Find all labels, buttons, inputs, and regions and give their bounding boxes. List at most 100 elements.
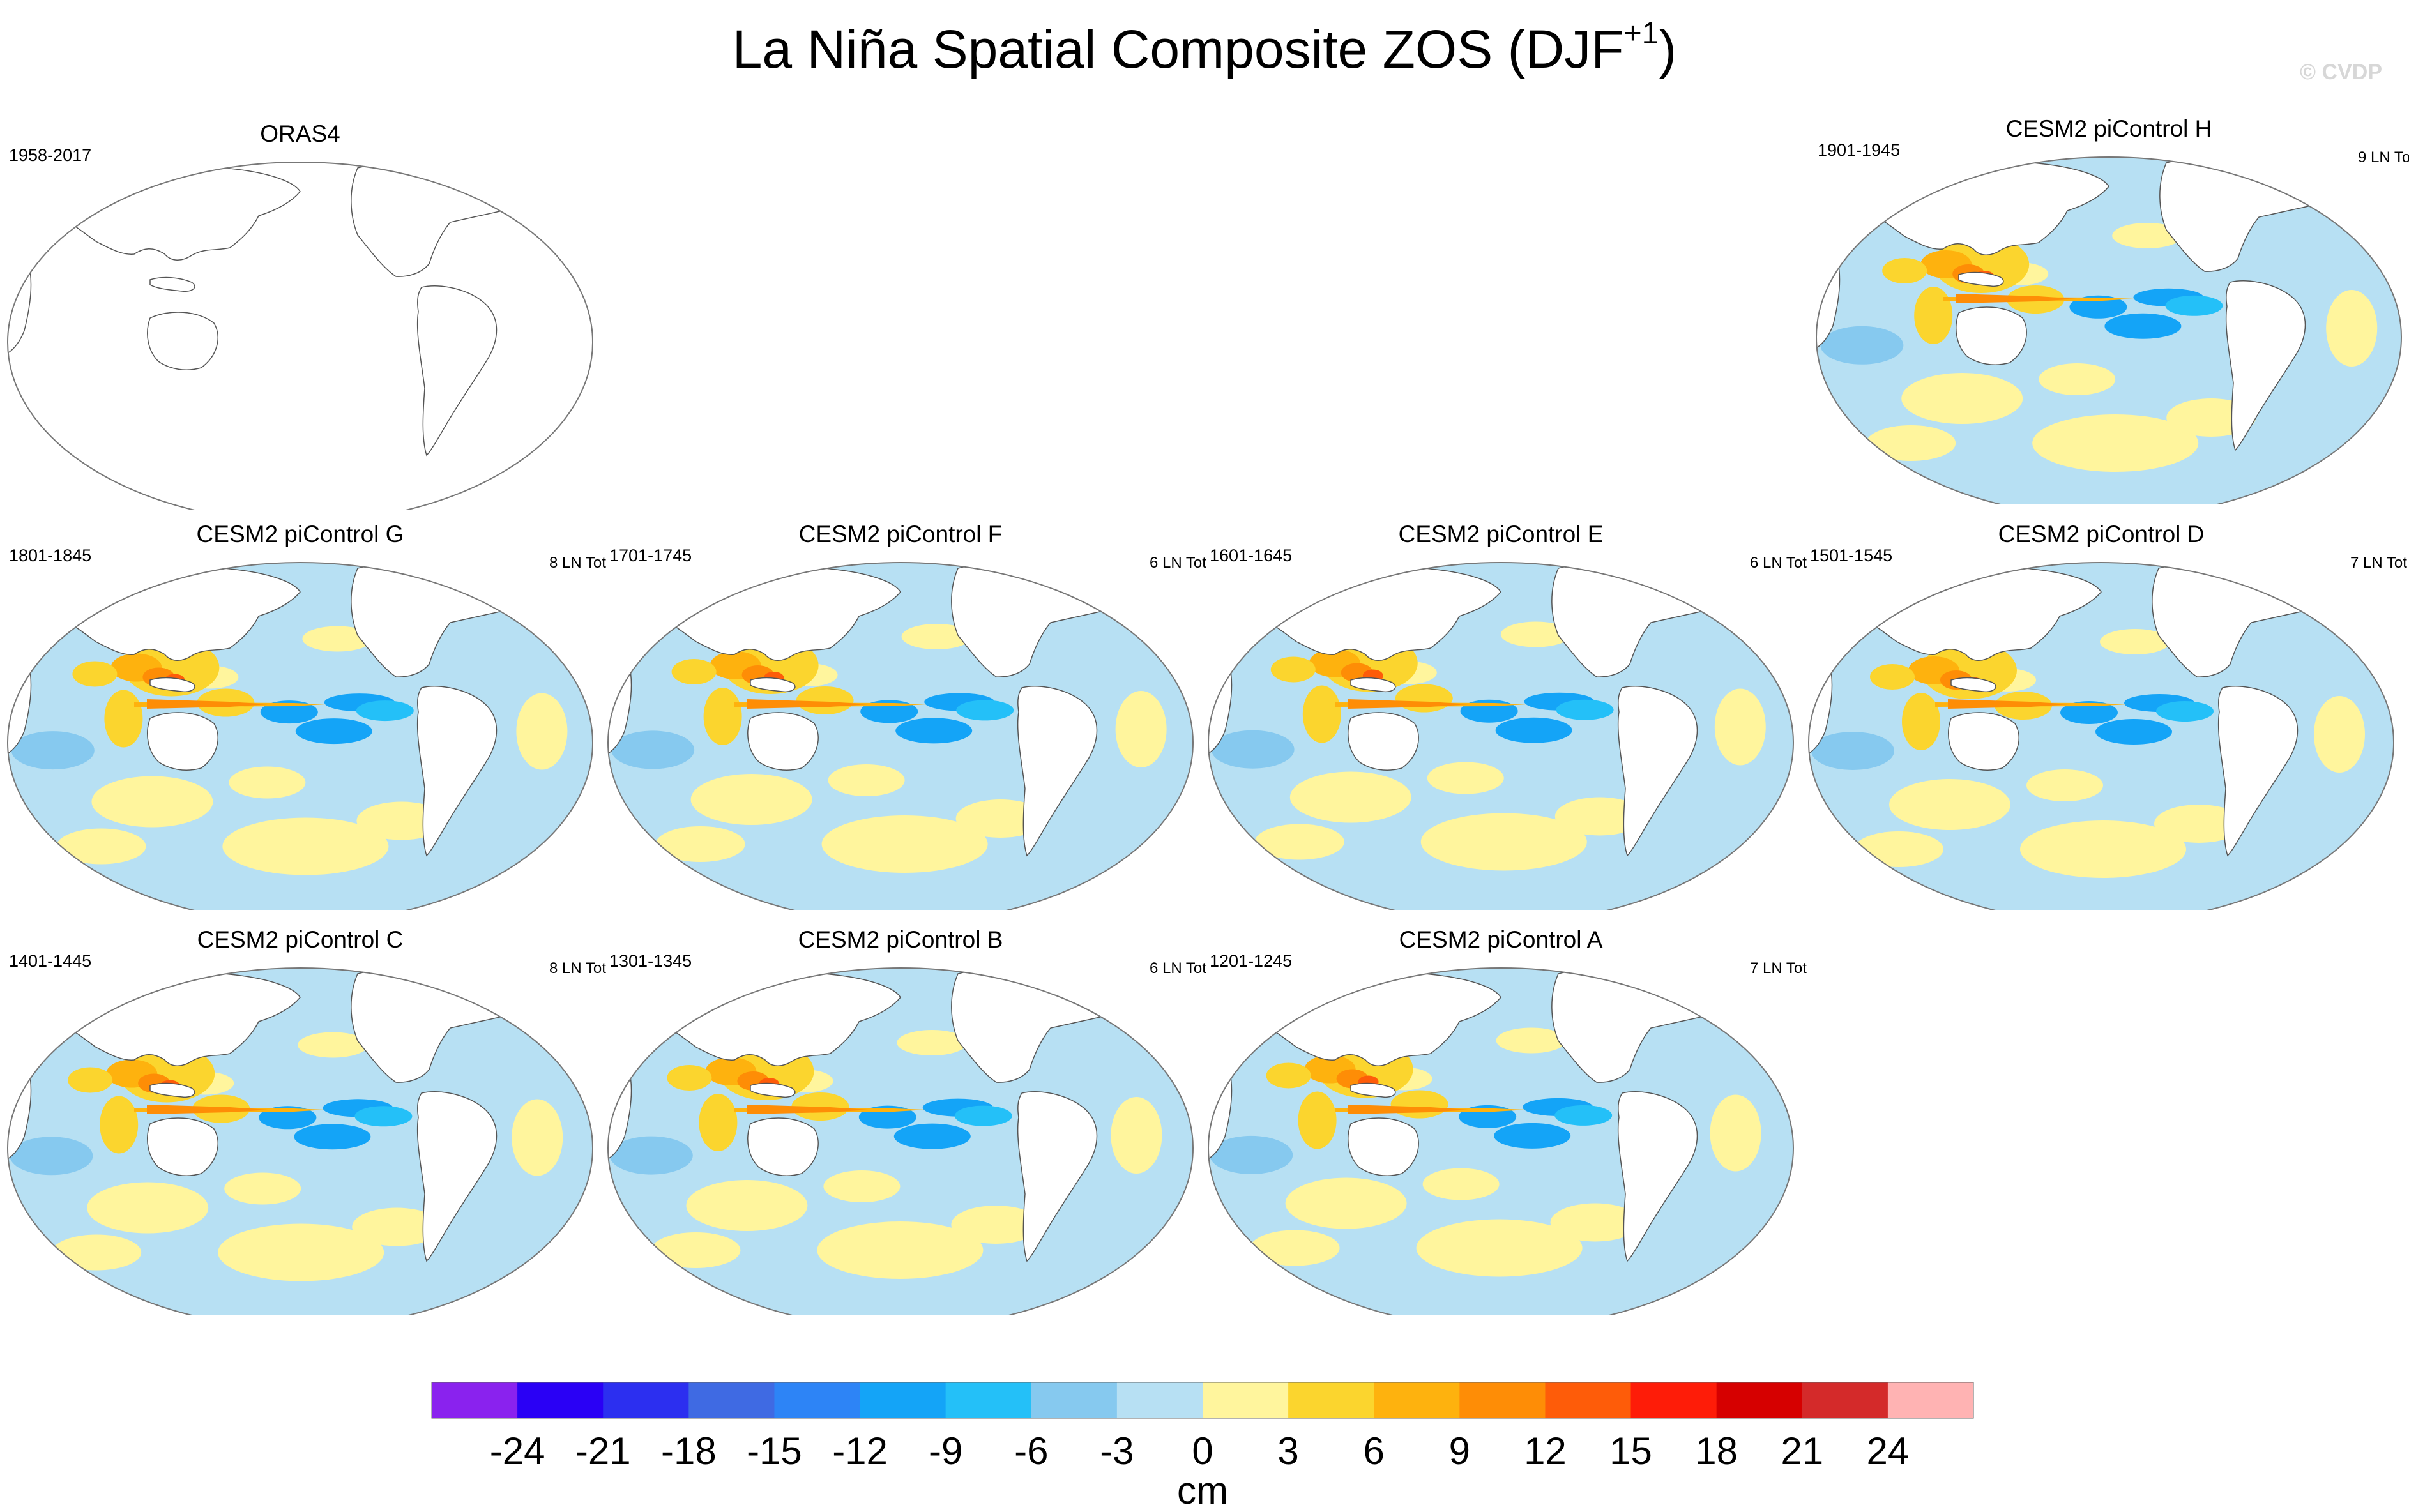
indonesia-landmass [1950, 677, 1996, 693]
positive-anomaly-region [87, 1182, 209, 1234]
australia-landmass [1348, 1117, 1419, 1176]
map-panel: CESM2 piControl D 1501-1545 7 LN Tot [1801, 520, 2407, 910]
positive-anomaly-region [703, 688, 742, 745]
map-outline [1808, 562, 2394, 910]
panel-title: CESM2 piControl H [2005, 116, 2212, 142]
positive-anomaly-region [229, 766, 306, 799]
positive-anomaly-region [2100, 629, 2170, 654]
positive-anomaly-region [1870, 664, 1915, 690]
positive-anomaly-region [747, 1105, 869, 1114]
positive-anomaly-region [147, 699, 268, 709]
positive-anomaly-region [91, 776, 213, 828]
positive-anomaly-region [1882, 258, 1927, 284]
positive-anomaly-region [955, 799, 1045, 838]
negative-anomaly-region [893, 1123, 971, 1149]
robinson-map [1208, 562, 1794, 910]
colorbar-tick-label: 3 [1277, 1430, 1298, 1472]
negative-anomaly-region [2095, 719, 2172, 745]
positive-anomaly-region [1714, 688, 1766, 766]
positive-anomaly-region [690, 774, 812, 825]
colorbar-bin [860, 1382, 946, 1418]
positive-anomaly-region [1348, 699, 1469, 709]
colorbar-tick-label: -21 [575, 1430, 631, 1472]
positive-anomaly-region [516, 693, 568, 770]
negative-anomaly-region [1820, 326, 1904, 365]
positive-anomaly-region [828, 764, 905, 796]
positive-anomaly-region [655, 826, 745, 862]
positive-anomaly-region [2326, 290, 2378, 367]
colorbar-bin [1630, 1382, 1717, 1418]
panel-years: 1201-1245 [1210, 951, 1293, 971]
positive-anomaly-region [1285, 1177, 1407, 1229]
negative-anomaly-region [11, 731, 95, 770]
south-america-landmass [416, 285, 498, 457]
panel-years: 1901-1945 [1818, 140, 1901, 160]
indonesia-landmass [1958, 271, 2004, 287]
positive-anomaly-region [512, 1099, 563, 1176]
positive-anomaly-region [791, 1092, 849, 1121]
australia-landmass [147, 712, 218, 771]
map-outline [7, 162, 593, 510]
panel-ln-total: 8 LN Tot [549, 554, 606, 571]
australia-landmass [1956, 306, 2027, 365]
positive-anomaly-region [1254, 824, 1344, 860]
positive-anomaly-region [1427, 762, 1504, 794]
positive-anomaly-region [1948, 699, 2069, 709]
robinson-map [7, 162, 593, 510]
positive-anomaly-region [72, 661, 118, 687]
colorbar-tick-label: -3 [1100, 1430, 1134, 1472]
positive-anomaly-region [1416, 1219, 1583, 1277]
panel-title: CESM2 piControl D [1998, 521, 2205, 547]
robinson-map [607, 967, 1194, 1315]
positive-anomaly-region [352, 1207, 442, 1246]
panel-title: CESM2 piControl B [798, 926, 1003, 953]
panel-ln-total: 9 LN Tot [2358, 149, 2409, 166]
indonesia-landmass [149, 1082, 195, 1098]
negative-anomaly-region [2104, 313, 2182, 339]
map-panel: ORAS4 1958-2017 [0, 120, 600, 510]
panel-ln-total: 6 LN Tot [1750, 554, 1807, 571]
colorbar-tick-label: 21 [1781, 1430, 1823, 1472]
positive-anomaly-region [1956, 294, 2077, 303]
negative-anomaly-region [1811, 732, 1894, 770]
colorbar-bin [1116, 1382, 1203, 1418]
south-america-landmass [1617, 686, 1698, 857]
map-panel: CESM2 piControl G 1801-1845 8 LN Tot [0, 520, 606, 910]
negative-anomaly-region [1495, 717, 1572, 743]
negative-anomaly-region [2060, 701, 2118, 724]
map-outline [1208, 562, 1794, 910]
australia-landmass [147, 1117, 218, 1176]
positive-anomaly-region [52, 1234, 142, 1271]
robinson-map [7, 562, 593, 910]
positive-anomaly-region [298, 1032, 369, 1058]
panel-ln-total: 7 LN Tot [1750, 960, 1807, 977]
panel-years: 1601-1645 [1210, 546, 1293, 565]
map-panel: CESM2 piControl B 1301-1345 6 LN Tot [600, 926, 1206, 1315]
map-outline [607, 967, 1194, 1315]
positive-anomaly-region [1496, 1027, 1567, 1054]
negative-anomaly-region [2156, 701, 2214, 722]
colorbar-tick-label: -18 [661, 1430, 717, 1472]
positive-anomaly-region [218, 1223, 384, 1281]
positive-anomaly-region [2026, 769, 2103, 801]
positive-anomaly-region [1420, 813, 1587, 871]
negative-anomaly-region [611, 730, 695, 769]
colorbar-bin [1716, 1382, 1803, 1418]
colorbar-tick-label: 6 [1364, 1430, 1385, 1472]
positive-anomaly-region [56, 828, 146, 865]
colorbar-bin [432, 1382, 518, 1418]
positive-anomaly-region [1901, 373, 2023, 424]
australia-landmass [1948, 712, 2019, 771]
positive-anomaly-region [901, 624, 972, 649]
robinson-map [7, 967, 593, 1315]
negative-anomaly-region [294, 1124, 371, 1150]
south-america-landmass [2225, 280, 2306, 451]
map-panel: CESM2 piControl A 1201-1245 7 LN Tot [1201, 926, 1807, 1315]
south-america-landmass [2217, 686, 2299, 857]
positive-anomaly-region [1500, 621, 1571, 647]
indonesia-landmass [149, 677, 195, 693]
panel-years: 1958-2017 [9, 146, 92, 165]
panel-title: ORAS4 [260, 121, 340, 147]
colorbar-tick-label: 24 [1867, 1430, 1910, 1472]
